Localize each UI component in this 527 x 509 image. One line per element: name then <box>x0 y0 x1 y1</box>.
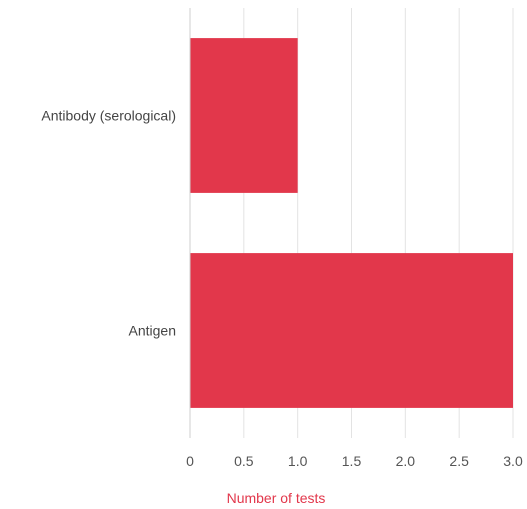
category-label: Antibody (serological) <box>41 108 176 124</box>
x-tick-label: 1.5 <box>342 453 362 469</box>
category-labels: Antibody (serological) Antigen <box>41 108 176 339</box>
x-tick-label: 0.5 <box>234 453 254 469</box>
x-tick-label: 3.0 <box>503 453 523 469</box>
x-tick-labels: 0 0.5 1.0 1.5 2.0 2.5 3.0 <box>186 453 523 469</box>
category-label: Antigen <box>129 323 176 339</box>
x-axis-title: Number of tests <box>227 490 326 506</box>
bar[interactable] <box>190 38 298 193</box>
bar[interactable] <box>190 253 513 408</box>
x-tick-label: 0 <box>186 453 194 469</box>
bars <box>190 38 513 408</box>
x-tick-label: 1.0 <box>288 453 308 469</box>
x-tick-label: 2.0 <box>396 453 416 469</box>
x-tick-label: 2.5 <box>449 453 469 469</box>
